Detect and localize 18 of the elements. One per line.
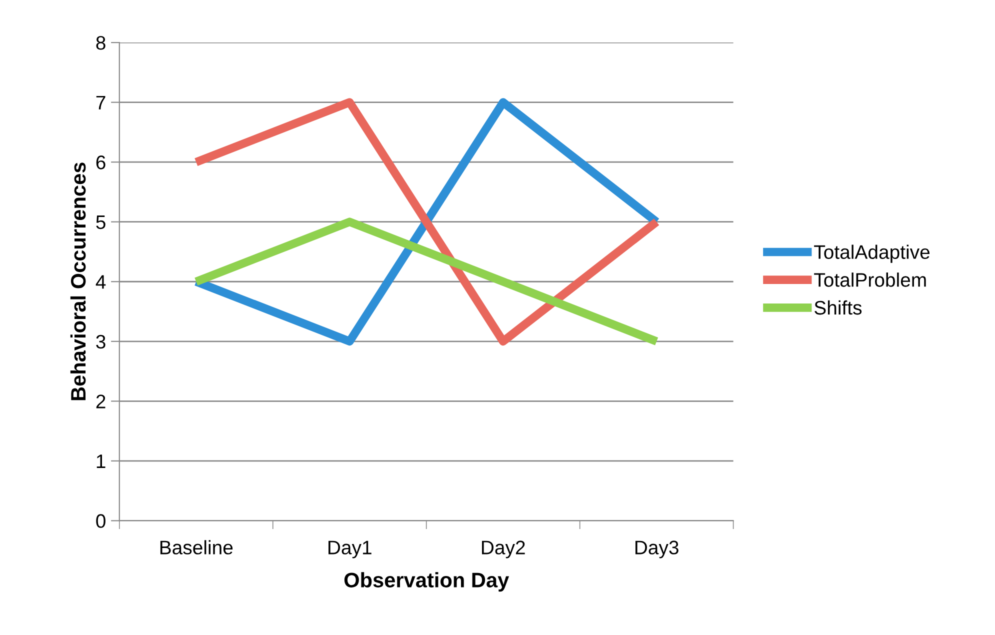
x-tick-label: Day3 [635, 540, 678, 558]
y-tick-label: 6 [96, 156, 106, 170]
x-tick-label: Day2 [482, 540, 525, 558]
y-tick-label: 7 [96, 96, 106, 110]
y-tick-label: 0 [96, 514, 106, 528]
y-axis-title: Behavioral Occurrences [70, 162, 86, 400]
y-tick-label: 5 [96, 216, 106, 230]
x-axis-title: Observation Day [344, 572, 510, 592]
legend-label: Shifts [814, 300, 862, 315]
y-tick-label: 4 [96, 275, 106, 289]
y-tick-label: 8 [96, 36, 106, 50]
y-tick-label: 1 [96, 454, 106, 468]
y-tick-label: 3 [96, 334, 106, 349]
legend-label: TotalProblem [814, 272, 926, 287]
legend-label: TotalAdaptive [814, 244, 930, 263]
x-tick-label: Day1 [328, 540, 372, 558]
y-tick-label: 2 [96, 394, 106, 408]
x-tick-label: Baseline [160, 540, 233, 554]
